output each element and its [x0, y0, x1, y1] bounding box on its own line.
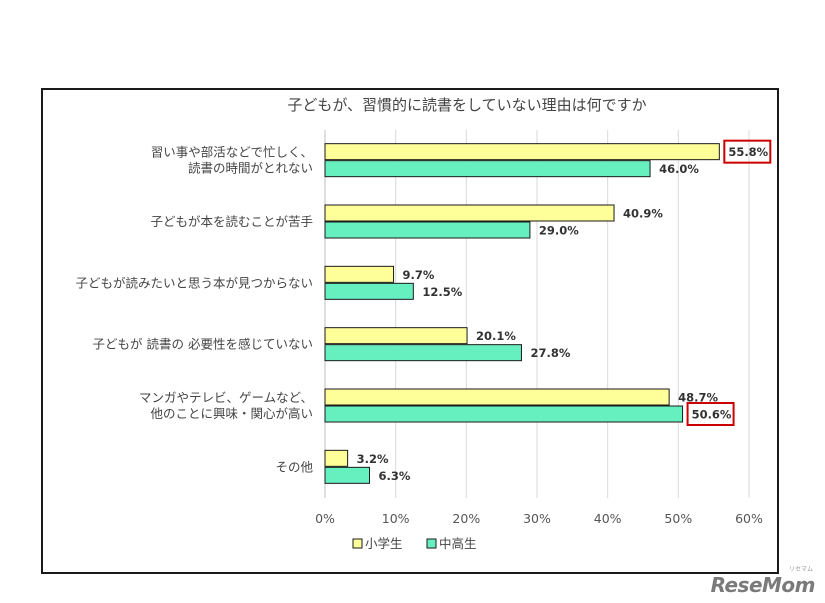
resemom-logo: ReseMom: [710, 573, 816, 597]
bar-中高生: [324, 344, 522, 362]
bar-中高生: [324, 221, 531, 239]
legend-swatch: [426, 538, 437, 549]
watermark-subtext: リセマム: [788, 566, 813, 573]
x-tick-label: 0%: [315, 511, 335, 526]
bar-小学生: [324, 449, 349, 467]
category-label: 読書の時間がとれない: [188, 161, 313, 176]
bar-小学生: [324, 388, 670, 406]
category-label: 習い事や部活などで忙しく、: [151, 145, 313, 160]
x-tick-label: 10%: [382, 511, 410, 526]
data-label: 6.3%: [379, 469, 411, 483]
chart-frame: 子どもが、習慣的に読書をしていない理由は何ですか 0% 10% 20% 30% 40% 50…: [41, 88, 779, 574]
bar-中高生: [324, 160, 651, 178]
category-label: 子どもが本を読むことが苦手: [150, 214, 313, 229]
data-label: 12.5%: [422, 285, 462, 299]
x-tick-label: 40%: [594, 511, 622, 526]
data-label: 46.0%: [659, 162, 699, 176]
data-label: 40.9%: [623, 207, 663, 221]
legend-swatch: [352, 538, 363, 549]
bar-chart: 子どもが、習慣的に読書をしていない理由は何ですか 0% 10% 20% 30% 40% 50…: [75, 96, 772, 551]
data-label: 20.1%: [476, 329, 516, 343]
x-tick-label: 20%: [452, 511, 480, 526]
bar-中高生: [324, 466, 371, 484]
x-tick-label: 50%: [664, 511, 692, 526]
data-label: 9.7%: [403, 268, 435, 282]
category-label: その他: [275, 459, 313, 474]
data-label: 27.8%: [530, 346, 570, 360]
legend-label: 中高生: [439, 536, 477, 551]
category-label: 子どもが読みたいと思う本が見つからない: [75, 275, 313, 290]
legend-label: 小学生: [365, 536, 403, 551]
highlight-box: [686, 402, 735, 426]
category-label: マンガやテレビ、ゲームなど、: [139, 390, 313, 405]
data-label: 29.0%: [539, 224, 579, 238]
bar-中高生: [324, 282, 414, 300]
category-label: 子どもが 読書の 必要性を感じていない: [93, 337, 313, 352]
x-tick-label: 60%: [735, 511, 763, 526]
data-label: 50.6%: [692, 408, 732, 422]
chart-title: 子どもが、習慣的に読書をしていない理由は何ですか: [287, 96, 646, 114]
bar-小学生: [324, 204, 615, 222]
data-label: 48.7%: [678, 391, 718, 405]
data-label: 3.2%: [357, 452, 389, 466]
highlight-box: [723, 139, 772, 164]
x-tick-label: 30%: [523, 511, 551, 526]
bar-小学生: [324, 265, 395, 283]
bar-小学生: [324, 143, 720, 161]
bar-小学生: [324, 327, 468, 345]
data-label: 55.8%: [728, 145, 768, 159]
bar-中高生: [324, 405, 684, 423]
category-label: 他のことに興味・関心が高い: [150, 406, 313, 421]
